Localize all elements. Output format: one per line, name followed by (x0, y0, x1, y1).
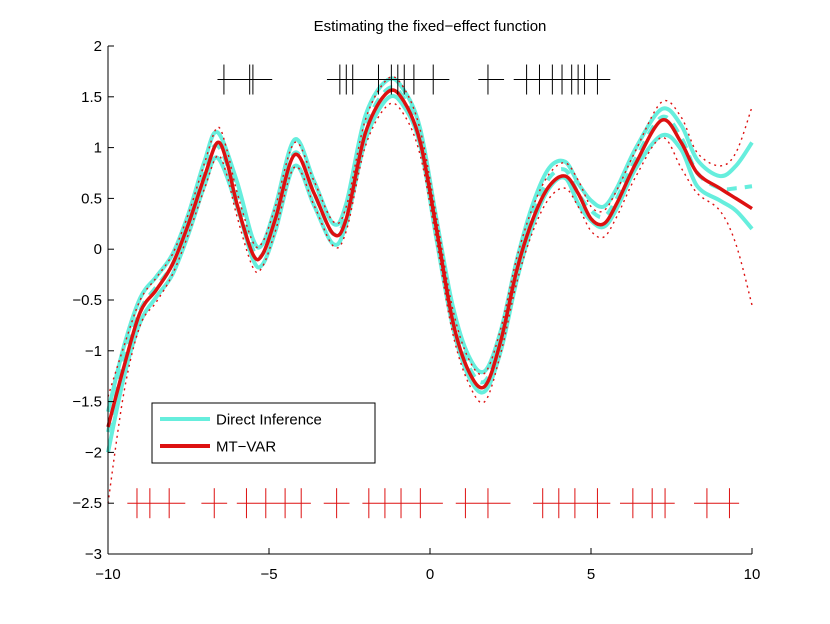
y-tick-label: 0.5 (81, 190, 102, 207)
x-tick-label: 10 (744, 566, 761, 583)
marks-layer (127, 64, 740, 519)
legend: Direct Inference MT−VAR (151, 402, 376, 464)
series-layer (106, 76, 754, 504)
y-tick-label: −2 (85, 444, 102, 461)
mt-var-mean-line (106, 88, 753, 428)
chart-title: Estimating the fixed−effect function (314, 18, 547, 35)
y-tick-label: 1 (94, 140, 102, 157)
x-tick-label: 5 (587, 566, 595, 583)
y-tick-label: −0.5 (72, 292, 102, 309)
y-tick-label: 0 (94, 241, 102, 258)
x-tick-label: −5 (260, 566, 277, 583)
y-tick-label: −3 (85, 546, 102, 563)
plot-background (108, 46, 752, 554)
y-tick-label: −2.5 (72, 495, 102, 512)
mt-var-upper-band (107, 76, 753, 397)
y-tick-label: −1.5 (72, 394, 102, 411)
legend-box (151, 402, 376, 464)
legend-label-direct-inference: Direct Inference (216, 412, 322, 429)
y-tick-label: 1.5 (81, 89, 102, 106)
y-tick-label: −1 (85, 343, 102, 360)
y-tick-label: 2 (94, 38, 102, 55)
legend-label-mt-var: MT−VAR (216, 439, 276, 456)
x-tick-label: 0 (426, 566, 434, 583)
axes-layer: −10 −5 0 5 10 2 1.5 1 0.5 0 −0.5 −1 −1.5 −2 −2.5 −3 (72, 38, 760, 583)
x-tick-label: −10 (95, 566, 120, 583)
